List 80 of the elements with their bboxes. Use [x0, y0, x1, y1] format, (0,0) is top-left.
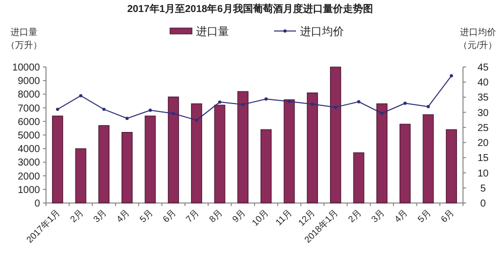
x-tick-label: 7月: [184, 207, 201, 224]
bar: [422, 114, 434, 204]
bar: [330, 66, 342, 204]
x-tick-label: 2月: [68, 207, 86, 224]
y2-tick-label: 10: [477, 168, 489, 180]
bar: [400, 124, 411, 204]
y-tick-label: 1000: [18, 184, 40, 196]
y2-tick-label: 40: [477, 78, 489, 89]
point: [310, 102, 314, 106]
y-tick-label: 7000: [18, 103, 40, 114]
bar: [446, 129, 457, 204]
x-tick-label: 5月: [416, 207, 433, 224]
y-tick-label: 9000: [18, 76, 40, 88]
x-tick-label: 6月: [438, 207, 456, 224]
point: [334, 106, 338, 109]
y2-axis-title: 进口均价（元/升）: [458, 26, 498, 52]
bar: [75, 148, 86, 204]
x-tick-label: 4月: [114, 207, 132, 224]
point: [426, 104, 430, 108]
point: [79, 94, 82, 98]
bar: [306, 92, 318, 204]
point: [403, 102, 407, 105]
point: [357, 100, 360, 104]
bar: [144, 116, 156, 204]
legend-label: 进口均价: [300, 25, 344, 38]
y-tick-label: 4000: [18, 144, 40, 156]
point: [148, 108, 152, 112]
x-tick-label: 10月: [250, 207, 270, 228]
point: [380, 112, 384, 115]
bar: [284, 99, 295, 204]
x-tick-label: 9月: [230, 207, 248, 224]
y-tick-label: 0: [34, 198, 40, 210]
x-tick-label: 4月: [392, 207, 410, 224]
y-tick-label: 8000: [18, 90, 40, 101]
legend-进口量: 进口量: [170, 26, 229, 38]
x-tick-label: 11月: [274, 207, 294, 228]
point: [288, 100, 291, 104]
y-tick-label: 5000: [18, 130, 40, 142]
point: [241, 102, 245, 106]
bar: [52, 116, 64, 204]
x-tick-label: 8月: [207, 207, 224, 224]
y2-tick-label: 45: [477, 62, 489, 74]
y-tick-label: 6000: [18, 116, 40, 128]
y2-tick-label: 25: [477, 122, 489, 134]
bar: [122, 132, 133, 204]
bar: [214, 104, 226, 204]
y2-tick-label: 20: [477, 138, 489, 150]
x-tick-label: 12月: [296, 207, 317, 228]
y2-tick-label: 35: [477, 92, 489, 104]
y2-tick-label: 15: [477, 153, 489, 164]
point: [125, 116, 129, 120]
y2-tick-label: 30: [477, 108, 489, 119]
y-tick-label: 10000: [12, 62, 40, 74]
bar: [376, 103, 388, 204]
point: [102, 108, 106, 111]
x-tick-label: 5月: [138, 207, 155, 224]
bar: [237, 91, 248, 204]
x-tick-label: 3月: [369, 207, 386, 224]
bar: [353, 152, 364, 204]
y2-tick-label: 0: [480, 198, 486, 210]
point: [56, 108, 60, 111]
x-tick-label: 2月: [346, 207, 364, 224]
chart-title: 2017年1月至2018年6月我国葡萄酒月度进口量价走势图: [127, 3, 373, 15]
legend-label: 进口量: [196, 25, 229, 38]
y-axis-title: 进口量（万升）: [5, 26, 43, 52]
point: [172, 112, 176, 116]
y-tick-label: 3000: [18, 158, 40, 169]
bar: [191, 103, 202, 204]
y-tick-label: 2000: [18, 171, 40, 182]
legend-进口均价: 进口均价: [274, 26, 344, 38]
bar: [168, 96, 179, 204]
bar: [98, 125, 110, 204]
x-tick-label: 3月: [91, 207, 108, 224]
bar: [260, 129, 272, 204]
point: [264, 97, 268, 101]
point: [450, 74, 454, 78]
y2-tick-label: 5: [480, 183, 486, 194]
point: [194, 118, 198, 122]
x-tick-label: 6月: [160, 207, 178, 224]
point: [218, 100, 222, 104]
